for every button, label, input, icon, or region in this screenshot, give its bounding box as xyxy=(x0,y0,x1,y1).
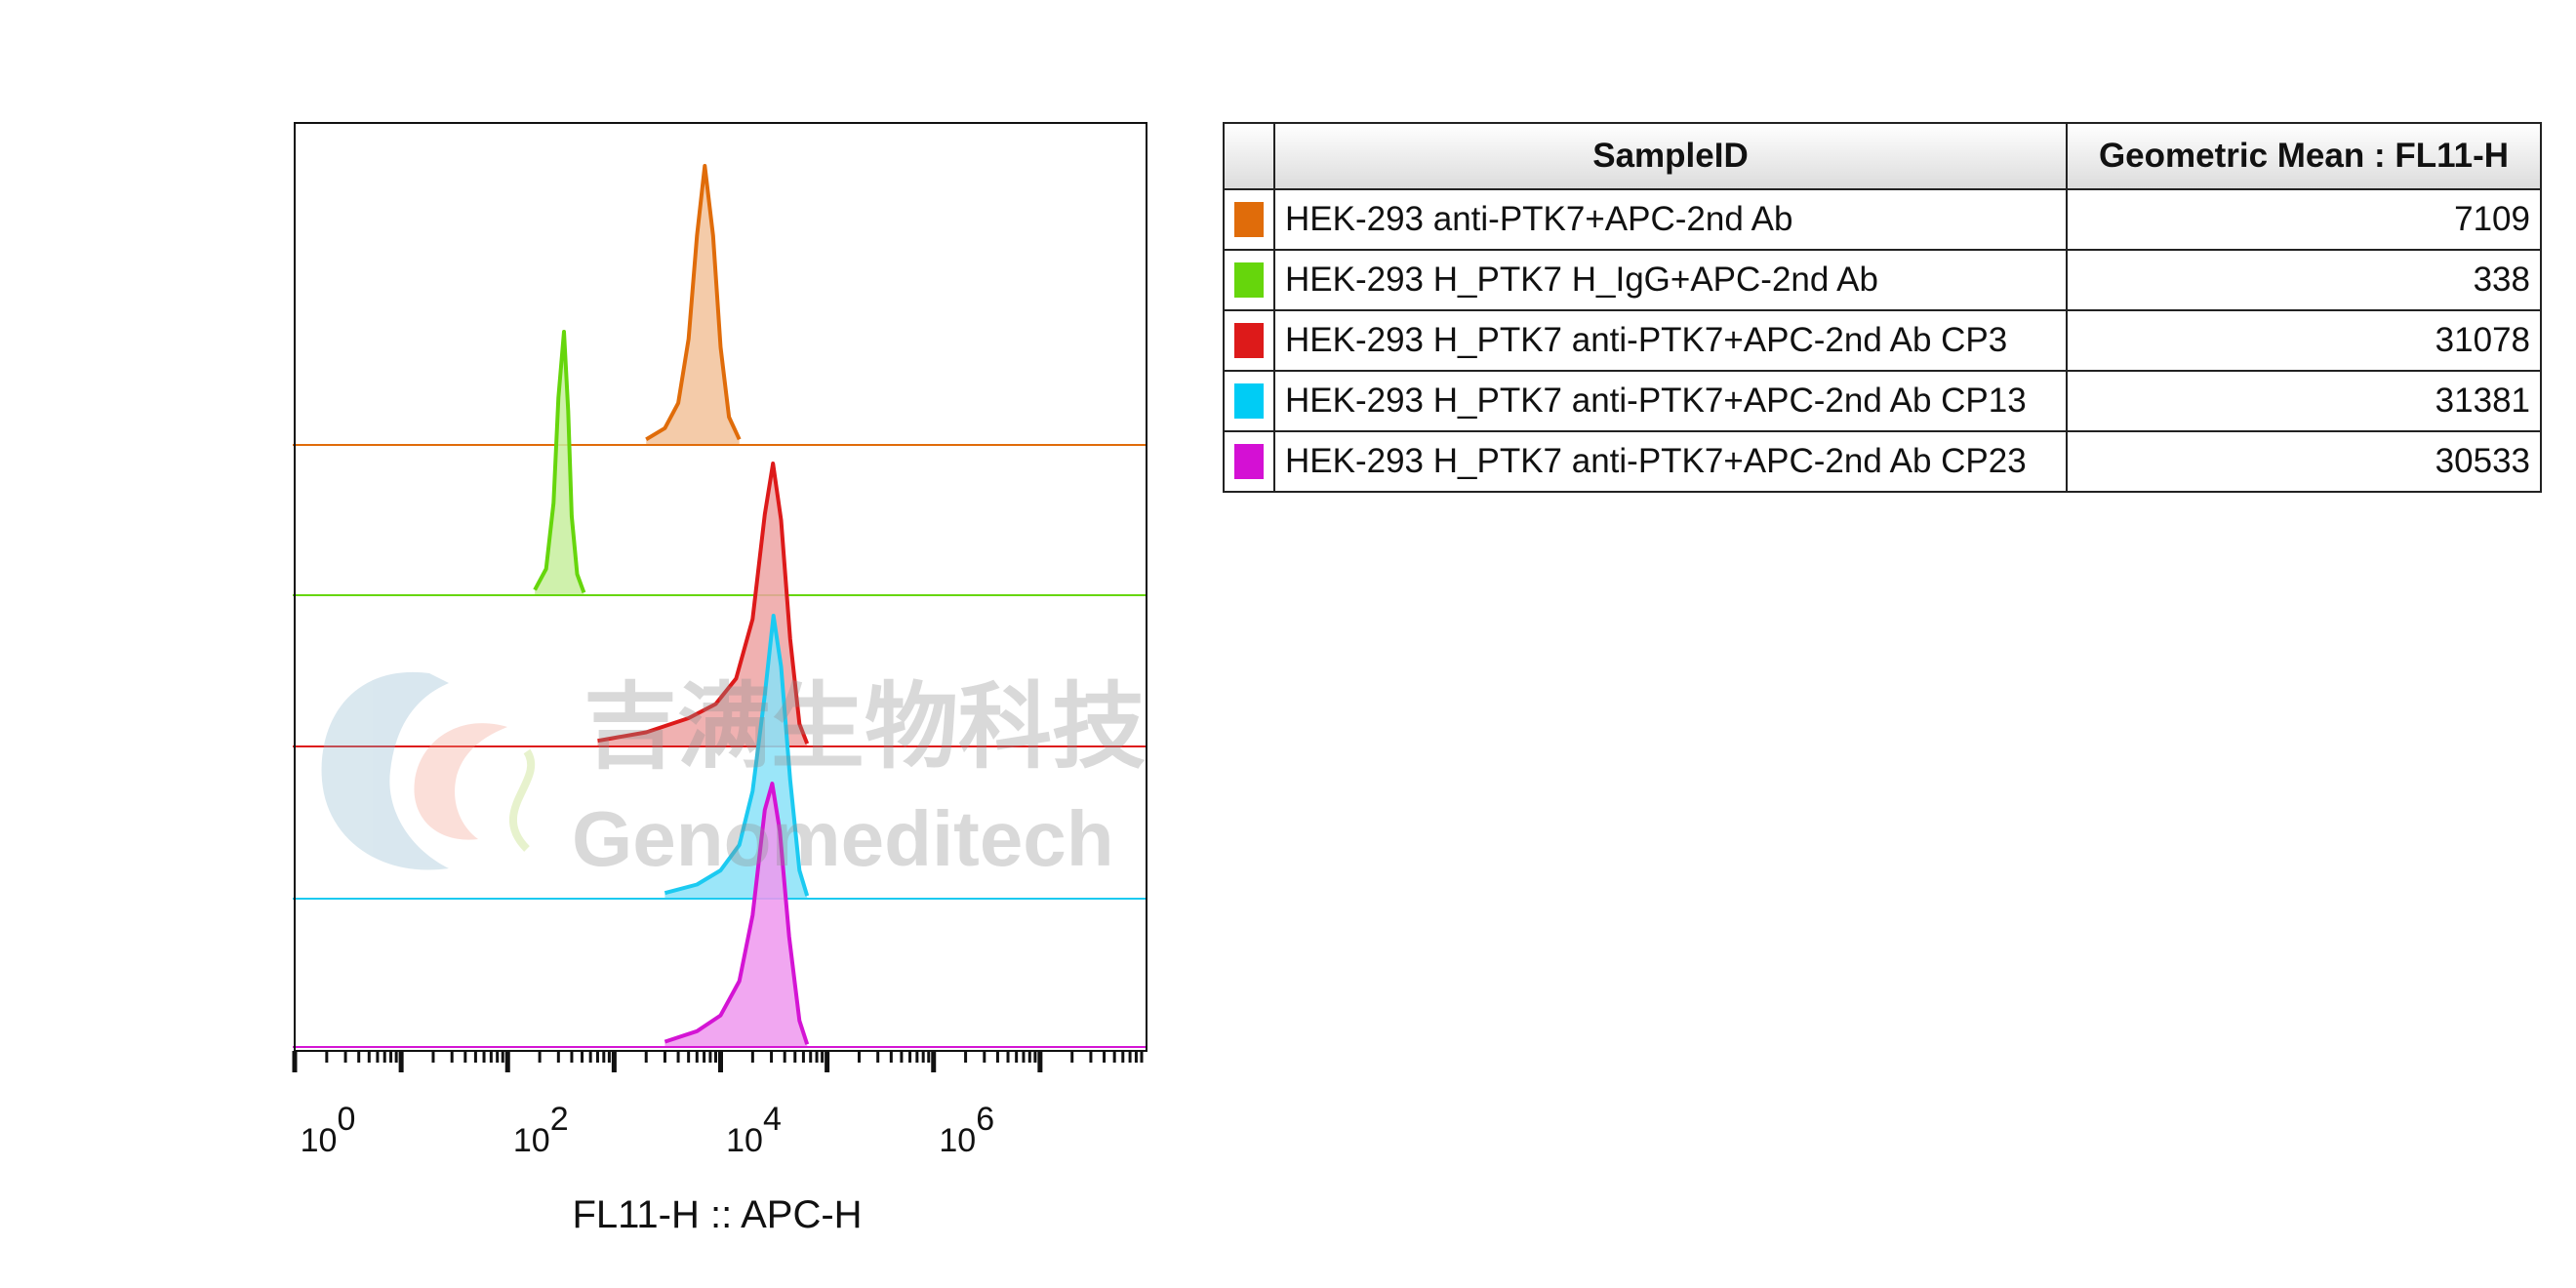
swatch-cell xyxy=(1223,309,1275,372)
x-tick-label-0: 100 xyxy=(301,1101,356,1159)
color-swatch-2 xyxy=(1234,262,1264,298)
table-row: HEK-293 H_PTK7 anti-PTK7+APC-2nd Ab CP3 3… xyxy=(1223,309,2542,372)
color-swatch-1 xyxy=(1234,202,1264,237)
histogram-outline-3 xyxy=(597,462,810,745)
histogram-outline-2 xyxy=(533,330,586,593)
header-geometric-mean: Geometric Mean : FL11-H xyxy=(2066,122,2542,190)
statistics-table: SampleID Geometric Mean : FL11-H HEK-293… xyxy=(1223,122,2542,493)
watermark-logo-helix xyxy=(509,748,536,852)
geometric-mean-cell: 31381 xyxy=(2066,370,2542,432)
table-row: HEK-293 H_PTK7 anti-PTK7+APC-2nd Ab CP13… xyxy=(1223,370,2542,432)
swatch-cell xyxy=(1223,430,1275,493)
sample-id-cell: HEK-293 H_PTK7 anti-PTK7+APC-2nd Ab CP23 xyxy=(1273,430,2068,493)
table-row: HEK-293 anti-PTK7+APC-2nd Ab 7109 xyxy=(1223,188,2542,251)
sample-id-cell: HEK-293 H_PTK7 H_IgG+APC-2nd Ab xyxy=(1273,249,2068,311)
swatch-cell xyxy=(1223,370,1275,432)
watermark: 吉满生物科技 Genomeditech xyxy=(321,671,1146,882)
watermark-logo-inner xyxy=(414,723,507,840)
histogram-series-5 xyxy=(293,782,1147,1048)
histogram-series-1 xyxy=(293,164,1147,446)
histogram-layers xyxy=(293,164,1147,1048)
sample-id-cell: HEK-293 anti-PTK7+APC-2nd Ab xyxy=(1273,188,2068,251)
x-axis: 100 102 104 106 xyxy=(292,1050,1147,1159)
plot-frame xyxy=(294,122,1147,1052)
color-swatch-3 xyxy=(1234,323,1264,358)
header-sampleid: SampleID xyxy=(1273,122,2068,190)
watermark-en-text: Genomeditech xyxy=(572,795,1114,882)
x-axis-label: FL11-H :: APC-H xyxy=(572,1193,862,1236)
histogram-outline-1 xyxy=(645,164,742,442)
swatch-cell xyxy=(1223,188,1275,251)
swatch-header xyxy=(1223,122,1275,190)
swatch-cell xyxy=(1223,249,1275,311)
geometric-mean-cell: 338 xyxy=(2066,249,2542,311)
table-body: HEK-293 anti-PTK7+APC-2nd Ab 7109 HEK-293 … xyxy=(1223,188,2542,493)
color-swatch-4 xyxy=(1234,383,1264,419)
sample-id-cell: HEK-293 H_PTK7 anti-PTK7+APC-2nd Ab CP3 xyxy=(1273,309,2068,372)
watermark-cn-text: 吉满生物科技 xyxy=(584,675,1146,780)
watermark-logo-c xyxy=(321,671,449,870)
histogram-outline-4 xyxy=(664,614,810,897)
table-header-row: SampleID Geometric Mean : FL11-H xyxy=(1223,122,2542,190)
x-tick-label-1: 102 xyxy=(513,1101,569,1159)
geometric-mean-cell: 31078 xyxy=(2066,309,2542,372)
geometric-mean-cell: 30533 xyxy=(2066,430,2542,493)
sample-id-cell: HEK-293 H_PTK7 anti-PTK7+APC-2nd Ab CP13 xyxy=(1273,370,2068,432)
color-swatch-5 xyxy=(1234,444,1264,479)
table-row: HEK-293 H_PTK7 H_IgG+APC-2nd Ab 338 xyxy=(1223,249,2542,311)
histogram-fill-3 xyxy=(597,463,808,746)
histogram-outline-5 xyxy=(664,782,810,1045)
table-row: HEK-293 H_PTK7 anti-PTK7+APC-2nd Ab CP23… xyxy=(1223,430,2542,493)
x-tick-label-3: 106 xyxy=(939,1101,994,1159)
histogram-series-3 xyxy=(293,462,1147,747)
histogram-fill-5 xyxy=(664,784,808,1047)
histogram-series-2 xyxy=(293,330,1147,596)
geometric-mean-cell: 7109 xyxy=(2066,188,2542,251)
x-tick-label-2: 104 xyxy=(726,1101,782,1159)
